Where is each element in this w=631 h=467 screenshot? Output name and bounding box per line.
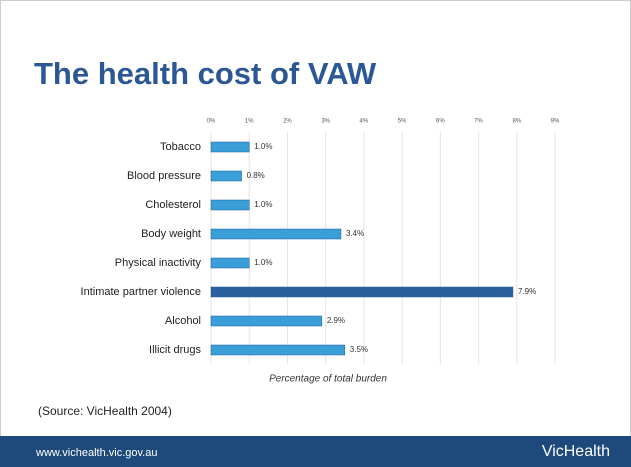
bar xyxy=(210,170,242,182)
y-tick-label: Physical inactivity xyxy=(115,257,202,269)
footer-band xyxy=(0,436,631,467)
data-label: 1.0% xyxy=(254,200,272,209)
data-label: 3.5% xyxy=(350,345,368,354)
footer-url: www.vichealth.vic.gov.au xyxy=(35,447,157,459)
source: (Source: VicHealth 2004) xyxy=(38,404,172,418)
slide-title: The health cost of VAW xyxy=(34,56,377,91)
x-tick-label: 2% xyxy=(283,119,292,125)
y-tick-label: Tobacco xyxy=(160,141,201,153)
data-label: 1.0% xyxy=(254,258,272,267)
bar xyxy=(210,199,250,211)
bar xyxy=(210,286,514,298)
data-label: 7.9% xyxy=(518,287,536,296)
bar xyxy=(210,315,323,327)
x-tick-label: 9% xyxy=(551,119,560,125)
y-tick-label: Illicit drugs xyxy=(149,344,201,356)
y-tick-label: Blood pressure xyxy=(127,170,201,182)
data-label: 3.4% xyxy=(346,229,364,238)
x-tick-label: 3% xyxy=(321,119,330,125)
x-tick-label: 6% xyxy=(436,119,445,125)
data-label: 0.8% xyxy=(247,171,265,180)
x-tick-label: 8% xyxy=(512,119,521,125)
bar xyxy=(210,257,250,269)
bar xyxy=(210,344,346,356)
y-tick-label: Intimate partner violence xyxy=(81,286,201,298)
bar xyxy=(210,228,342,240)
x-tick-label: 5% xyxy=(398,119,407,125)
data-label: 1.0% xyxy=(254,142,272,151)
y-tick-label: Cholesterol xyxy=(145,199,201,211)
plot: 0% 1% 2% 3% 4% 5% 6% 7% 8% 9% Tobacco 1.0% Blood pre… xyxy=(81,119,560,364)
bar xyxy=(210,141,250,153)
x-tick-label: 1% xyxy=(245,119,254,125)
x-tick-label: 7% xyxy=(474,119,483,125)
x-tick-label: 0% xyxy=(207,119,216,125)
x-axis-label: Percentage of total burden xyxy=(269,374,387,385)
x-tick-label: 4% xyxy=(360,119,369,125)
data-label: 2.9% xyxy=(327,316,345,325)
footer-logo: VicHealth xyxy=(542,443,610,460)
y-tick-label: Alcohol xyxy=(165,315,201,327)
y-tick-label: Body weight xyxy=(141,228,201,240)
